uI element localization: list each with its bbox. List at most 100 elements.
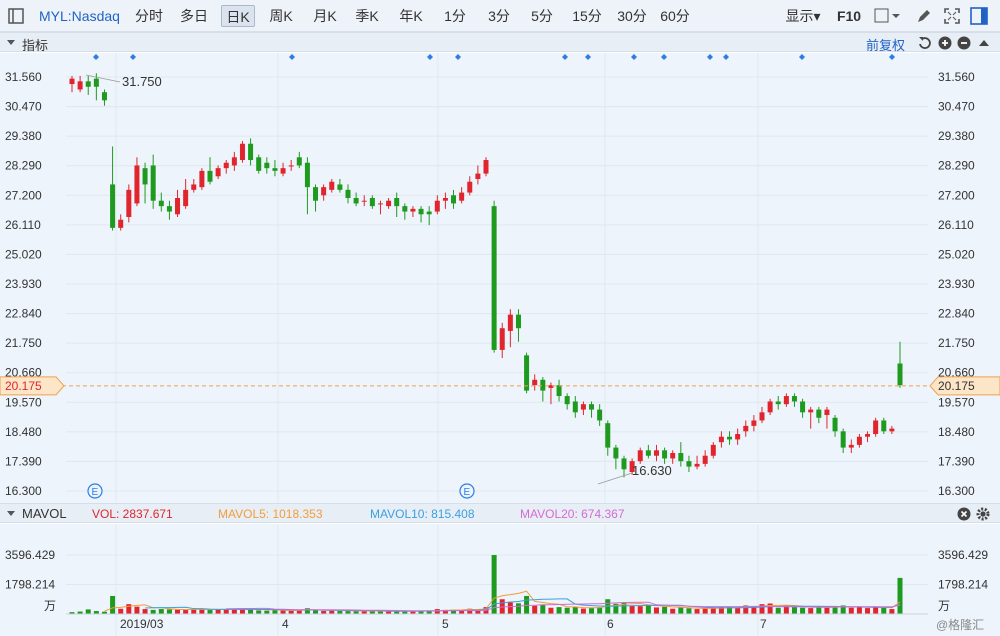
event-diamond[interactable] xyxy=(661,54,667,60)
high-pointer xyxy=(85,74,121,83)
price-tick-left: 21.750 xyxy=(5,336,42,350)
candle-body xyxy=(321,187,327,196)
price-tick-right: 21.750 xyxy=(938,336,975,350)
event-diamond[interactable] xyxy=(455,54,461,60)
price-chart[interactable]: 31.560 30.470 29.380 28.290 27.200 26.110 25.0… xyxy=(0,53,1000,503)
volume-bar xyxy=(402,611,408,614)
volume-bar xyxy=(288,610,294,614)
chart-style-icon[interactable] xyxy=(874,8,900,24)
candle-body xyxy=(694,463,700,467)
event-diamond[interactable] xyxy=(707,54,713,60)
event-diamond[interactable] xyxy=(562,54,568,60)
collapse-chevron-icon[interactable] xyxy=(6,509,16,519)
period-tab-4[interactable]: 月K xyxy=(313,8,337,24)
stock-symbol[interactable]: MYL:Nasdaq xyxy=(39,8,120,24)
volume-bar xyxy=(783,605,789,614)
event-diamond[interactable] xyxy=(130,54,136,60)
collapse-chevron-icon[interactable] xyxy=(6,38,16,48)
earnings-event-icon[interactable] xyxy=(459,483,475,499)
price-tick-right: 25.020 xyxy=(938,247,975,261)
add-indicator-icon[interactable] xyxy=(938,36,952,50)
price-tick-right: 22.840 xyxy=(938,307,975,321)
event-diamond[interactable] xyxy=(631,54,637,60)
event-diamond[interactable] xyxy=(93,54,99,60)
current-price-tag-right xyxy=(929,376,1000,396)
volume-bar xyxy=(142,609,148,614)
volume-bar xyxy=(767,603,773,614)
gear-icon[interactable] xyxy=(976,507,990,521)
candle-body xyxy=(394,197,400,207)
candle-body xyxy=(442,197,448,201)
volume-bar xyxy=(264,610,270,614)
volume-bar xyxy=(85,609,91,614)
event-diamond[interactable] xyxy=(585,54,591,60)
volume-bar xyxy=(775,607,781,614)
candle-body xyxy=(556,385,562,397)
close-icon[interactable] xyxy=(957,507,971,521)
sidebar-toggle-icon[interactable] xyxy=(8,8,24,24)
period-tab-2[interactable]: 日K xyxy=(221,5,255,27)
panel-toggle-icon[interactable] xyxy=(970,7,988,25)
vol-tick-left: 1798.214 xyxy=(5,578,55,592)
candle-body xyxy=(256,157,262,171)
candle-body xyxy=(313,187,319,201)
period-tab-3[interactable]: 周K xyxy=(269,8,293,24)
candle-body xyxy=(369,197,375,207)
vol-tick-right: 3596.429 xyxy=(938,548,988,562)
period-tab-12[interactable]: 60分 xyxy=(660,8,690,24)
event-diamond[interactable] xyxy=(427,54,433,60)
candle-body xyxy=(605,423,611,448)
period-tab-10[interactable]: 15分 xyxy=(572,8,602,24)
event-diamond[interactable] xyxy=(723,54,729,60)
volume-chart[interactable]: 3596.429 3596.429 1798.214 1798.214 万 万 2019/0… xyxy=(0,524,1000,636)
adjust-mode-button[interactable]: 前复权 xyxy=(866,38,906,53)
earnings-event-icon[interactable] xyxy=(87,483,103,499)
period-tab-0[interactable]: 分时 xyxy=(135,8,163,24)
undo-icon[interactable] xyxy=(918,36,932,50)
price-tick-left: 28.290 xyxy=(5,159,42,173)
period-tab-11[interactable]: 30分 xyxy=(617,8,647,24)
volume-bar xyxy=(329,610,335,614)
period-tab-6[interactable]: 年K xyxy=(399,8,423,24)
remove-indicator-icon[interactable] xyxy=(957,36,971,50)
candle-body xyxy=(881,420,887,432)
vol-value: VOL: 2837.671 xyxy=(92,507,173,521)
indicator-title: 指标 xyxy=(22,38,49,53)
current-price-left: 20.175 xyxy=(5,379,42,393)
candle-body xyxy=(410,208,416,212)
volume-bar xyxy=(175,609,181,614)
draw-pen-icon[interactable] xyxy=(916,8,932,24)
candle-body xyxy=(377,203,383,205)
candle-body xyxy=(239,143,245,161)
period-tab-7[interactable]: 1分 xyxy=(444,8,466,24)
volume-bar xyxy=(321,611,327,614)
fullscreen-icon[interactable] xyxy=(944,8,960,24)
candle-body xyxy=(199,170,205,188)
volume-bar xyxy=(337,611,343,614)
candle-body xyxy=(678,453,684,462)
event-diamond[interactable] xyxy=(289,54,295,60)
low-pointer xyxy=(597,472,633,485)
display-menu[interactable]: 显示▾ xyxy=(785,8,821,24)
candle-body xyxy=(166,206,172,212)
mavol20-value: MAVOL20: 674.367 xyxy=(520,507,625,521)
event-diamond[interactable] xyxy=(799,54,805,60)
volume-bar xyxy=(686,608,692,614)
mavol10-value: MAVOL10: 815.408 xyxy=(370,507,475,521)
volume-bar xyxy=(134,606,140,614)
volume-bar xyxy=(199,608,205,614)
candle-body xyxy=(710,444,716,456)
period-tab-8[interactable]: 3分 xyxy=(488,8,510,24)
price-tick-left: 27.200 xyxy=(5,188,42,202)
candle-body xyxy=(727,436,733,440)
time-axis-label: 6 xyxy=(607,617,614,631)
event-diamond[interactable] xyxy=(889,54,895,60)
period-tab-1[interactable]: 多日 xyxy=(180,8,208,24)
volume-bar xyxy=(418,611,424,614)
volume-bar xyxy=(653,607,659,614)
collapse-up-icon[interactable] xyxy=(978,38,990,48)
period-tab-5[interactable]: 季K xyxy=(355,8,379,24)
period-tab-9[interactable]: 5分 xyxy=(531,8,553,24)
time-axis-label: 5 xyxy=(442,617,449,631)
f10-button[interactable]: F10 xyxy=(836,8,862,24)
